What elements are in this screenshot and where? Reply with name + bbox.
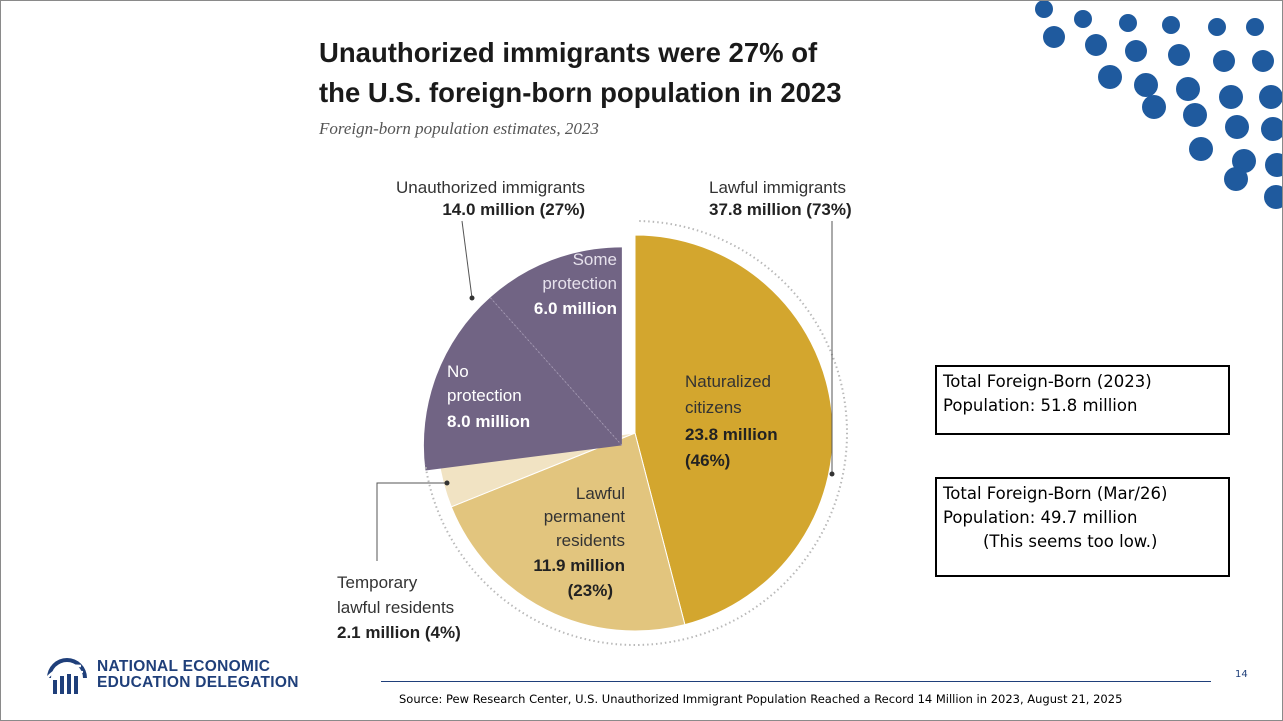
unauthorized-leader-dot: [469, 295, 475, 301]
label-no-protection-line-2: protection: [447, 386, 522, 405]
decorative-dot: [1176, 77, 1200, 101]
protection-divider: [489, 297, 623, 446]
decorative-dot: [1246, 18, 1264, 36]
value-lpr-pct: (23%): [568, 581, 613, 600]
logo-line-2: EDUCATION DELEGATION: [97, 674, 299, 691]
decorative-dot: [1142, 95, 1166, 119]
decorative-dot: [1035, 1, 1053, 18]
logo-text: NATIONAL ECONOMIC EDUCATION DELEGATION: [97, 659, 299, 691]
label-lpr-line-1: Lawful: [576, 484, 625, 503]
unauthorized-leader: [461, 220, 473, 299]
total-mar26-line-1: Total Foreign-Born (Mar/26): [943, 484, 1168, 503]
decorative-dot: [1085, 34, 1107, 56]
total-2023-box: Total Foreign-Born (2023) Population: 51…: [935, 365, 1230, 435]
total-2023-line-1: Total Foreign-Born (2023): [943, 372, 1152, 391]
label-some-protection-line-2: protection: [542, 274, 617, 293]
decorative-dot: [1208, 18, 1226, 36]
decorative-dot: [1225, 115, 1249, 139]
temporary-leader: [376, 482, 447, 561]
pie-slices: [423, 234, 834, 632]
value-lpr: 11.9 million: [533, 556, 625, 575]
logo-icon: [46, 658, 87, 694]
pie-slice-no-protection: [423, 297, 622, 471]
chart-subtitle: Foreign-born population estimates, 2023: [319, 119, 599, 138]
decorative-dot: [1134, 73, 1158, 97]
label-no-protection-line-1: No: [447, 362, 469, 381]
decorative-dot: [1183, 103, 1207, 127]
label-lpr-line-2: permanent: [544, 507, 626, 526]
value-naturalized-pct: (46%): [685, 451, 730, 470]
decorative-dot: [1043, 26, 1065, 48]
label-temporary-line-2: lawful residents: [337, 598, 454, 617]
decorative-dot: [1252, 50, 1274, 72]
decorative-dot: [1232, 149, 1256, 173]
footer-divider: [381, 681, 1211, 682]
group-value-unauthorized: 14.0 million (27%): [442, 200, 585, 219]
chart-title-line-2: the U.S. foreign-born population in 2023: [319, 77, 842, 108]
label-lpr-line-3: residents: [556, 531, 625, 550]
label-some-protection-line-1: Some: [573, 250, 617, 269]
decorative-dot: [1162, 16, 1180, 34]
decorative-dot: [1074, 10, 1092, 28]
pie-slice-naturalized-citizens: [634, 234, 834, 626]
lawful-group-bracket: [424, 220, 848, 646]
label-temporary-line-1: Temporary: [337, 573, 418, 592]
pie-slice-lawful-permanent-residents: [450, 432, 686, 632]
decorative-dots: [1035, 1, 1282, 209]
pie-labels: Unauthorized immigrants 14.0 million (27%…: [337, 178, 852, 642]
pie-annotations: [376, 220, 848, 646]
group-label-unauthorized: Unauthorized immigrants: [396, 178, 585, 197]
group-value-lawful: 37.8 million (73%): [709, 200, 852, 219]
total-mar26-line-2: Population: 49.7 million: [943, 508, 1138, 527]
decorative-dot: [1264, 185, 1282, 209]
value-some-protection: 6.0 million: [534, 299, 617, 318]
decorative-dot: [1098, 65, 1122, 89]
value-temporary: 2.1 million (4%): [337, 623, 461, 642]
decorative-dot: [1125, 40, 1147, 62]
label-naturalized-line-2: citizens: [685, 398, 742, 417]
lawful-leader-dot: [829, 471, 835, 477]
decorative-dot: [1189, 137, 1213, 161]
decorative-dot: [1213, 50, 1235, 72]
decorative-dot: [1168, 44, 1190, 66]
total-2023-line-2: Population: 51.8 million: [943, 396, 1138, 415]
value-naturalized: 23.8 million: [685, 425, 778, 444]
decorative-dot: [1119, 14, 1137, 32]
total-mar26-line-3: (This seems too low.): [983, 532, 1158, 551]
value-no-protection: 8.0 million: [447, 412, 530, 431]
chart-title: Unauthorized immigrants were 27% of the …: [319, 33, 919, 113]
chart-title-line-1: Unauthorized immigrants were 27% of: [319, 37, 818, 68]
logo-line-1: NATIONAL ECONOMIC: [97, 658, 271, 675]
decorative-dot: [1261, 117, 1282, 141]
decorative-dot: [1219, 85, 1243, 109]
label-naturalized-line-1: Naturalized: [685, 372, 771, 391]
group-label-lawful: Lawful immigrants: [709, 178, 846, 197]
decorative-dot: [1224, 167, 1248, 191]
organization-logo: NATIONAL ECONOMIC EDUCATION DELEGATION: [45, 656, 345, 696]
decorative-dot: [1265, 153, 1282, 177]
decorative-dot: [1259, 85, 1282, 109]
total-mar26-box: Total Foreign-Born (Mar/26) Population: …: [935, 477, 1230, 577]
source-citation: Source: Pew Research Center, U.S. Unauth…: [399, 692, 1123, 706]
page-number: 14: [1235, 669, 1248, 680]
temporary-leader-dot: [444, 480, 450, 486]
pie-slice-some-protection: [490, 247, 622, 446]
